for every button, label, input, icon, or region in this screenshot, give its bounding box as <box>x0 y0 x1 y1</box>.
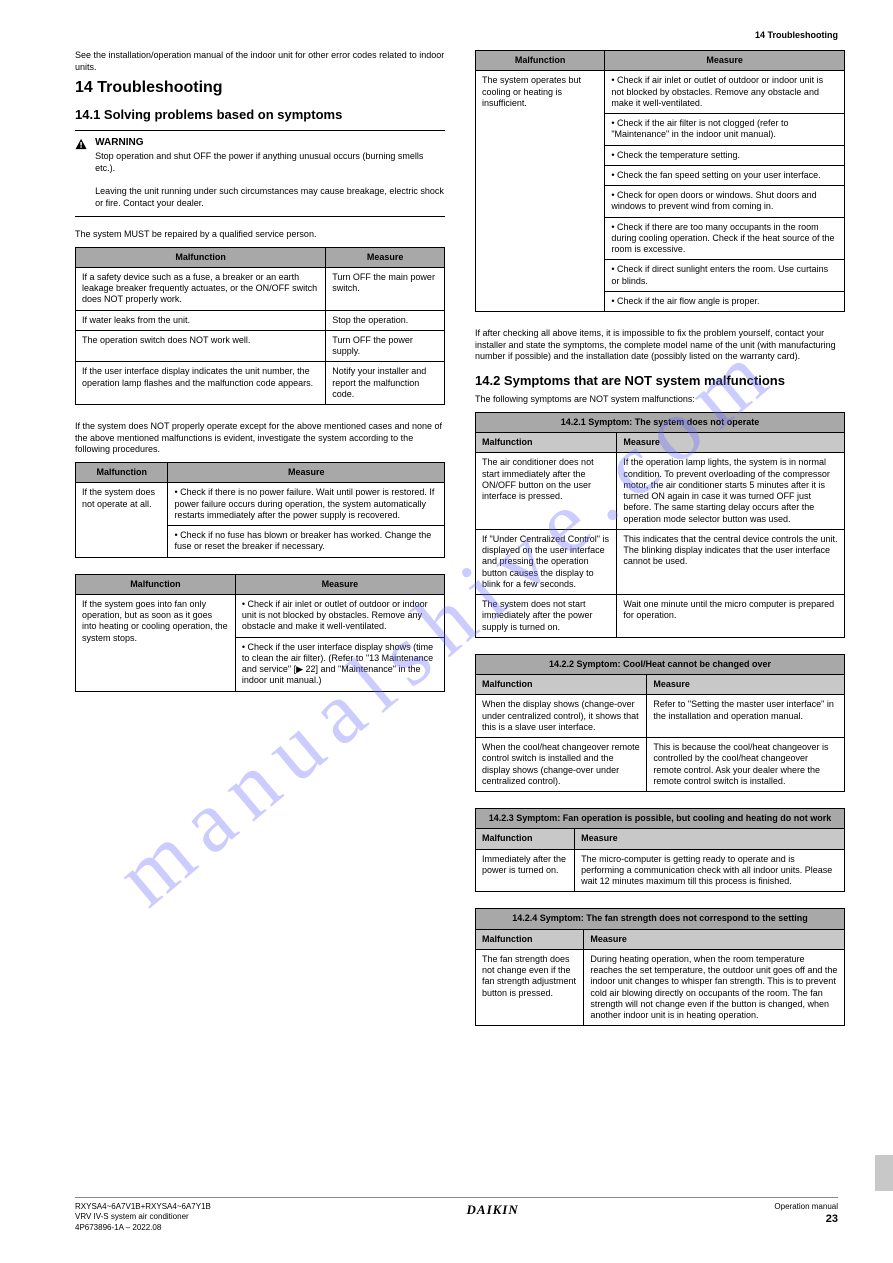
table-cell: If the system goes into fan only operati… <box>76 594 236 691</box>
table-header: Malfunction <box>76 247 326 267</box>
troubleshoot-table-2: MalfunctionMeasure If the system does no… <box>75 462 445 558</box>
table-cell: The fan strength does not change even if… <box>476 949 584 1026</box>
table-cell: • Check if the air flow angle is proper. <box>605 291 845 311</box>
table-header: Measure <box>617 433 845 453</box>
subsection-title: 14.2 Symptoms that are NOT system malfun… <box>475 373 845 388</box>
footer-left: RXYSA4~6A7V1B+RXYSA4~6A7Y1B VRV IV-S sys… <box>75 1202 211 1233</box>
table-body: The air conditioner does not start immed… <box>476 453 845 638</box>
table-title: 14.2.3 Symptom: Fan operation is possibl… <box>476 809 845 829</box>
table-cell: The micro-computer is getting ready to o… <box>575 849 845 892</box>
table-cell: Refer to "Setting the master user interf… <box>647 695 845 738</box>
table-cell: Turn OFF the power supply. <box>326 330 445 362</box>
table-cell: The air conditioner does not start immed… <box>476 453 617 530</box>
symptom-table-4: 14.2.4 Symptom: The fan strength does no… <box>475 908 845 1026</box>
table-body: If the system goes into fan only operati… <box>76 594 445 691</box>
table-header: Measure <box>647 675 845 695</box>
table-header: Measure <box>235 574 444 594</box>
troubleshoot-table-3: MalfunctionMeasure If the system goes in… <box>75 574 445 692</box>
table-body: The fan strength does not change even if… <box>476 949 845 1026</box>
troubleshoot-table-4: MalfunctionMeasure The system operates b… <box>475 50 845 312</box>
table-cell: If a safety device such as a fuse, a bre… <box>76 267 326 310</box>
intro-note: See the installation/operation manual of… <box>75 50 445 73</box>
body-paragraph: If after checking all above items, it is… <box>475 328 845 363</box>
symptom-table-2: 14.2.2 Symptom: Cool/Heat cannot be chan… <box>475 654 845 792</box>
footer-product: VRV IV-S system air conditioner <box>75 1212 211 1222</box>
right-column: MalfunctionMeasure The system operates b… <box>475 50 845 1042</box>
table-header: Malfunction <box>476 51 605 71</box>
table-header: Malfunction <box>476 433 617 453</box>
table-cell: This is because the cool/heat changeover… <box>647 738 845 792</box>
table-cell: Stop the operation. <box>326 310 445 330</box>
page-number: 23 <box>774 1212 838 1226</box>
table-cell: Turn OFF the main power switch. <box>326 267 445 310</box>
table-cell: • Check if direct sunlight enters the ro… <box>605 260 845 292</box>
table-header: Malfunction <box>476 929 584 949</box>
table-cell: Immediately after the power is turned on… <box>476 849 575 892</box>
table-cell: Wait one minute until the micro computer… <box>617 595 845 638</box>
footer-docid: 4P673896-1A – 2022.08 <box>75 1223 211 1233</box>
table-cell: • Check if air inlet or outlet of outdoo… <box>235 594 444 637</box>
table-header: Measure <box>605 51 845 71</box>
warning-title: WARNING <box>95 137 445 148</box>
table-cell: When the display shows (change-over unde… <box>476 695 647 738</box>
table-cell: The system operates but cooling or heati… <box>476 71 605 312</box>
warning-icon <box>75 137 87 151</box>
table-cell: • Check the fan speed setting on your us… <box>605 165 845 185</box>
left-column: See the installation/operation manual of… <box>75 50 445 1042</box>
table-title: 14.2.2 Symptom: Cool/Heat cannot be chan… <box>476 654 845 674</box>
footer-doctype: Operation manual <box>774 1202 838 1212</box>
table-cell: The system does not start immediately af… <box>476 595 617 638</box>
body-paragraph: If the system does NOT properly operate … <box>75 421 445 456</box>
table-body: If a safety device such as a fuse, a bre… <box>76 267 445 404</box>
table-title: 14.2.4 Symptom: The fan strength does no… <box>476 909 845 929</box>
table-header: Malfunction <box>476 675 647 695</box>
table-cell: During heating operation, when the room … <box>584 949 845 1026</box>
table-body: If the system does not operate at all.• … <box>76 483 445 557</box>
table-body: The system operates but cooling or heati… <box>476 71 845 312</box>
side-tab <box>875 1155 893 1191</box>
page-footer: RXYSA4~6A7V1B+RXYSA4~6A7Y1B VRV IV-S sys… <box>0 1197 893 1233</box>
subsection-title: 14.1 Solving problems based on symptoms <box>75 107 445 122</box>
table-cell: • Check the temperature setting. <box>605 145 845 165</box>
footer-right: Operation manual 23 <box>774 1202 838 1227</box>
table-cell: • Check if there are too many occupants … <box>605 217 845 260</box>
table-cell: When the cool/heat changeover remote con… <box>476 738 647 792</box>
symptom-table-1: 14.2.1 Symptom: The system does not oper… <box>475 412 845 638</box>
table-cell: If the operation lamp lights, the system… <box>617 453 845 530</box>
table-cell: • Check if there is no power failure. Wa… <box>168 483 445 526</box>
table-body: Immediately after the power is turned on… <box>476 849 845 892</box>
section-title: 14 Troubleshooting <box>75 79 445 97</box>
table-header: Malfunction <box>76 574 236 594</box>
table-header: Malfunction <box>476 829 575 849</box>
table-cell: If water leaks from the unit. <box>76 310 326 330</box>
table-cell: • Check if air inlet or outlet of outdoo… <box>605 71 845 114</box>
table-cell: This indicates that the central device c… <box>617 529 845 594</box>
table-cell: • Check for open doors or windows. Shut … <box>605 186 845 218</box>
table-cell: If the system does not operate at all. <box>76 483 168 557</box>
brand-logo: DAIKIN <box>467 1202 519 1218</box>
body-paragraph: The following symptoms are NOT system ma… <box>475 394 845 406</box>
table-body: When the display shows (change-over unde… <box>476 695 845 792</box>
table-header: Measure <box>584 929 845 949</box>
footer-model: RXYSA4~6A7V1B+RXYSA4~6A7Y1B <box>75 1202 211 1212</box>
table-title: 14.2.1 Symptom: The system does not oper… <box>476 412 845 432</box>
body-paragraph: The system MUST be repaired by a qualifi… <box>75 229 445 241</box>
table-cell: The operation switch does NOT work well. <box>76 330 326 362</box>
table-header: Measure <box>326 247 445 267</box>
table-cell: • Check if the air filter is not clogged… <box>605 114 845 146</box>
table-header: Measure <box>575 829 845 849</box>
table-cell: • Check if the user interface display sh… <box>235 637 444 691</box>
table-header: Malfunction <box>76 463 168 483</box>
symptom-table-3: 14.2.3 Symptom: Fan operation is possibl… <box>475 808 845 892</box>
table-header: Measure <box>168 463 445 483</box>
warning-box: WARNING Stop operation and shut OFF the … <box>75 130 445 216</box>
table-cell: • Check if no fuse has blown or breaker … <box>168 526 445 558</box>
malfunction-table: MalfunctionMeasure If a safety device su… <box>75 247 445 406</box>
table-cell: Notify your installer and report the mal… <box>326 362 445 405</box>
table-cell: If the user interface display indicates … <box>76 362 326 405</box>
warning-body: Stop operation and shut OFF the power if… <box>95 151 445 209</box>
table-cell: If "Under Centralized Control" is displa… <box>476 529 617 594</box>
page-content: See the installation/operation manual of… <box>0 0 893 1042</box>
